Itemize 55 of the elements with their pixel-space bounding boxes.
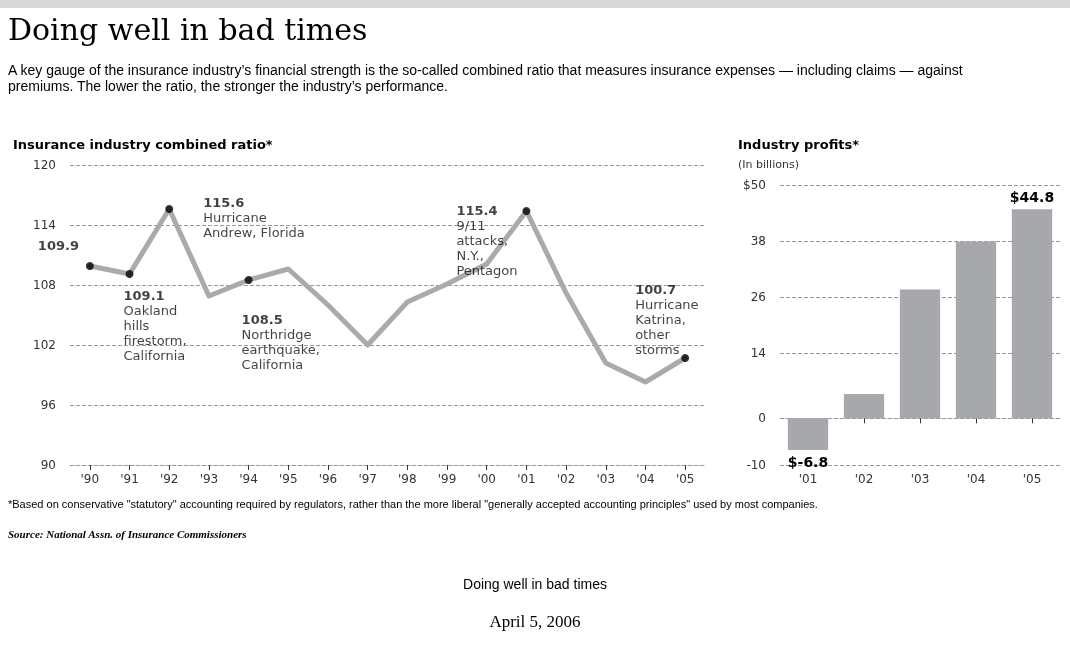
data-label: $-6.8 <box>787 454 829 471</box>
x-tick-label: '01 <box>517 472 536 486</box>
x-tick-label: '03 <box>910 472 930 486</box>
annotation: 115.6 Hurricane Andrew, Florida <box>203 195 305 240</box>
x-tick-label: '92 <box>159 472 179 486</box>
y-tick-label: 26 <box>750 290 766 304</box>
x-tick-label: '91 <box>120 472 139 486</box>
y-tick-label: 38 <box>750 234 766 248</box>
text: Doing well in bad times <box>8 12 368 47</box>
data-label: $44.8 <box>1009 189 1055 206</box>
annotation: 109.9 <box>37 238 79 253</box>
x-tick-label: '90 <box>80 472 100 486</box>
x-tick-label: '99 <box>437 472 457 486</box>
text: A key gauge of the insurance industry’s financial strength is the so-called combined ratio that measures insurance expenses — including claims — against premiums. The lower the ratio, the stronger the industry’s performance. <box>8 62 964 94</box>
y-tick-label: $50 <box>743 178 766 192</box>
annotation: 115.4 9/11 attacks, N.Y., Pentagon <box>456 203 518 278</box>
bar <box>955 241 997 419</box>
x-tick-label: '05 <box>1022 472 1042 486</box>
chart-title: Insurance industry combined ratio* <box>13 137 273 152</box>
bar <box>1011 209 1053 419</box>
text: April 5, 2006 <box>488 612 582 632</box>
annotation: 100.7 Hurricane Katrina, other storms <box>635 282 699 357</box>
y-tick-label: 90 <box>40 458 56 472</box>
y-tick-label: 14 <box>750 346 766 360</box>
text: *Based on conservative "statutory" accounting required by regulators, rather than the more liberal "generally accepted accounting principles" used by most companies. <box>8 498 819 510</box>
bar <box>787 418 829 451</box>
x-tick-label: '00 <box>477 472 497 486</box>
x-tick-label: '02 <box>556 472 576 486</box>
y-tick-label: 114 <box>33 218 56 232</box>
chart-title: Industry profits* <box>738 137 860 152</box>
x-tick-label: '03 <box>596 472 616 486</box>
y-tick-label: -10 <box>746 458 766 472</box>
x-tick-label: '05 <box>675 472 695 486</box>
x-tick-label: '04 <box>966 472 986 486</box>
source-note: Source: National Assn. of Insurance Commissioners <box>8 528 247 540</box>
text: Doing well in bad times <box>462 576 608 592</box>
annotation: 109.1 Oakland hills firestorm, California <box>123 288 187 363</box>
bar <box>843 394 885 419</box>
bar <box>899 289 941 419</box>
x-tick-label: '04 <box>636 472 655 486</box>
x-tick-label: '97 <box>358 472 377 486</box>
x-tick-label: '01 <box>798 472 818 486</box>
y-tick-label: 108 <box>33 278 56 292</box>
chart-subtitle: (In billions) <box>738 158 799 171</box>
y-tick-label: 0 <box>758 411 766 426</box>
y-tick-label: 120 <box>33 158 56 172</box>
x-tick-label: '94 <box>239 472 258 486</box>
x-tick-label: '98 <box>398 472 417 486</box>
x-tick-label: '95 <box>278 472 298 486</box>
y-tick-label: 102 <box>33 338 56 352</box>
y-tick-label: 96 <box>40 398 56 412</box>
x-tick-label: '02 <box>854 472 874 486</box>
x-tick-label: '96 <box>318 472 338 486</box>
annotation: 108.5 Northridge earthquake, California <box>241 312 320 372</box>
x-tick-label: '93 <box>199 472 219 486</box>
